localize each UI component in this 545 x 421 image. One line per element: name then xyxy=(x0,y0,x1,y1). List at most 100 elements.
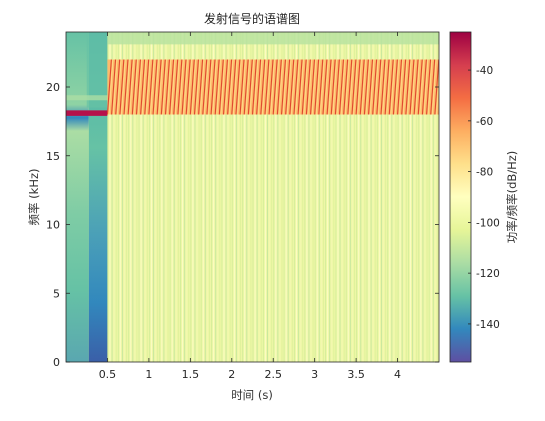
striation xyxy=(306,32,308,362)
colorbar xyxy=(449,31,472,363)
chirp-sweep xyxy=(135,59,141,115)
chirp-sweep xyxy=(438,106,439,115)
striation xyxy=(132,32,134,362)
striation xyxy=(318,32,320,362)
chirp-sweep-harmonic xyxy=(241,59,246,115)
chirp-sweep-harmonic xyxy=(365,59,371,115)
chirp-sweep xyxy=(285,59,291,115)
chirp-sweep xyxy=(318,59,324,115)
chirp-sweep-harmonic xyxy=(407,59,412,115)
striation xyxy=(329,32,331,362)
initial-segment-upper xyxy=(86,32,108,108)
chirp-sweep xyxy=(251,59,257,115)
striation xyxy=(184,32,186,362)
chirp-sweep-harmonic xyxy=(262,59,267,115)
chirp-sweep-harmonic xyxy=(179,59,184,115)
chirp-sweep xyxy=(280,59,286,115)
chirp-sweep xyxy=(314,59,320,115)
striation xyxy=(341,32,343,362)
chirp-sweep-harmonic xyxy=(270,59,275,115)
chirp-sweep-harmonic xyxy=(332,59,338,115)
chirp-sweep-harmonic xyxy=(373,59,379,115)
chirp-sweep-harmonic xyxy=(441,60,445,115)
striation xyxy=(202,32,204,362)
chirp-sweep xyxy=(417,59,423,115)
striation xyxy=(275,32,277,362)
striation xyxy=(403,32,405,362)
chirp-sweep xyxy=(189,59,195,115)
striation xyxy=(395,32,397,362)
chirp-sweep xyxy=(169,59,175,115)
chirp-sweep-harmonic xyxy=(390,59,396,115)
x-tick-label: 1 xyxy=(145,368,152,381)
chirp-sweep xyxy=(397,59,403,115)
chirp-sweep xyxy=(355,59,361,115)
striation xyxy=(171,32,173,362)
striation xyxy=(211,32,213,362)
striation xyxy=(223,32,225,362)
striation xyxy=(339,32,341,362)
chirp-sweep-harmonic xyxy=(315,59,321,115)
striation xyxy=(204,32,206,362)
striation xyxy=(428,32,430,362)
chirp-sweep xyxy=(239,59,245,115)
chirp-sweep-harmonic xyxy=(237,59,242,115)
striation xyxy=(215,32,217,362)
chirp-sweep xyxy=(160,59,166,115)
striation xyxy=(115,32,117,362)
chirp-band xyxy=(107,59,439,115)
striation xyxy=(167,32,169,362)
chirp-sweep-harmonic xyxy=(303,59,309,115)
chirp-sweep-harmonic xyxy=(216,59,221,115)
chirp-sweep-harmonic xyxy=(150,59,155,115)
striation xyxy=(240,32,242,362)
chirp-sweep-harmonic xyxy=(415,59,420,115)
chirp-sweep-harmonic xyxy=(175,59,180,115)
chirp-sweep-harmonic xyxy=(394,59,400,115)
chirp-sweep-harmonic xyxy=(199,59,205,115)
colorbar-tick-label: -100 xyxy=(476,217,500,229)
chirp-sweep xyxy=(301,59,307,115)
chirp-sweep-harmonic xyxy=(274,59,280,115)
striation xyxy=(173,32,175,362)
striation xyxy=(213,32,215,362)
striation xyxy=(165,32,167,362)
chirp-sweep xyxy=(156,59,162,115)
striation xyxy=(242,32,244,362)
chirp-sweep-harmonic xyxy=(249,59,255,115)
striation xyxy=(316,32,318,362)
chirp-sweep-harmonic xyxy=(357,59,362,115)
chirp-sweep xyxy=(106,59,112,115)
colorbar-tick-label: -40 xyxy=(476,65,493,77)
striation xyxy=(128,32,130,362)
chirp-sweep xyxy=(372,59,378,115)
striation xyxy=(351,32,353,362)
striation xyxy=(391,32,393,362)
chirp-sweep-harmonic xyxy=(320,59,325,115)
striation xyxy=(345,32,347,362)
y-tick-label: 20 xyxy=(46,81,60,94)
striation xyxy=(252,32,254,362)
striation xyxy=(343,32,345,362)
striation xyxy=(148,32,150,362)
colorbar-label: 功率/频率(dB/Hz) xyxy=(505,151,519,244)
plot-frame xyxy=(65,31,440,363)
y-tick-label: 15 xyxy=(46,150,60,163)
striation xyxy=(279,32,281,362)
chirp-sweep-harmonic xyxy=(266,59,271,115)
striation xyxy=(405,32,407,362)
striation xyxy=(314,32,316,362)
chirp-sweep-harmonic xyxy=(121,59,126,115)
striation xyxy=(219,32,221,362)
chirp-sweep xyxy=(289,59,295,115)
chart-title: 发射信号的语谱图 xyxy=(204,11,300,26)
chirp-sweep xyxy=(347,59,353,115)
chirp-sweep xyxy=(413,59,419,115)
striation xyxy=(111,32,113,362)
striation xyxy=(370,32,372,362)
chirp-sweep xyxy=(164,59,170,115)
striation xyxy=(277,32,279,362)
chirp-sweep-harmonic xyxy=(228,59,234,115)
striation xyxy=(231,32,233,362)
striation xyxy=(287,32,289,362)
